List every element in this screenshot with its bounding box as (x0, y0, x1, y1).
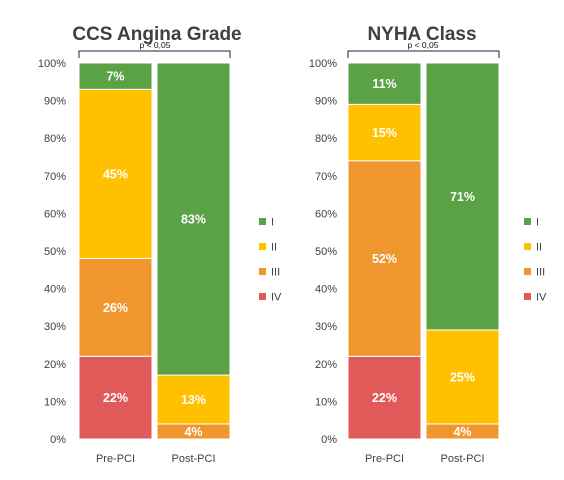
y-tick-label: 10% (315, 396, 337, 408)
bar-segment (156, 374, 231, 425)
y-tick-label: 80% (315, 133, 337, 145)
y-tick-label: 90% (44, 96, 66, 108)
y-tick-label: 40% (315, 284, 337, 296)
legend-entry: II (536, 242, 542, 254)
data-label: 45% (103, 167, 128, 181)
data-label: 13% (181, 393, 206, 407)
y-tick-label: 60% (44, 208, 66, 220)
bar-segment (156, 62, 231, 376)
legend-swatch (259, 268, 266, 275)
legend-entry: I (271, 217, 274, 229)
data-label: 83% (181, 213, 206, 227)
legend-entry: I (536, 217, 539, 229)
legend-swatch (259, 293, 266, 300)
data-label: 22% (372, 391, 397, 405)
legend-entry: IV (536, 292, 547, 304)
x-category-label: Pre-PCI (365, 453, 404, 465)
legend-swatch (524, 268, 531, 275)
y-tick-label: 30% (315, 321, 337, 333)
bar-segment (78, 62, 153, 90)
y-tick-label: 80% (44, 133, 66, 145)
legend-entry: II (271, 242, 277, 254)
legend-swatch (259, 218, 266, 225)
y-tick-label: 100% (38, 58, 66, 70)
data-label: 4% (184, 425, 202, 439)
bar-segment (78, 355, 153, 440)
y-tick-label: 20% (44, 359, 66, 371)
y-tick-label: 0% (50, 434, 66, 446)
data-label: 7% (106, 70, 124, 84)
y-tick-label: 60% (315, 208, 337, 220)
legend-swatch (259, 243, 266, 250)
y-tick-label: 30% (44, 321, 66, 333)
data-label: 11% (372, 77, 396, 91)
x-category-label: Post-PCI (440, 453, 484, 465)
p-value-annotation: p < 0,05 (408, 40, 439, 50)
y-tick-label: 50% (44, 246, 66, 258)
y-tick-label: 0% (321, 434, 337, 446)
y-tick-label: 100% (309, 58, 337, 70)
x-category-label: Pre-PCI (96, 453, 135, 465)
significance-bracket (347, 50, 500, 58)
bar-segment (347, 62, 422, 105)
data-label: 15% (372, 126, 397, 140)
legend-entry: III (536, 267, 545, 279)
bar-segment (425, 329, 500, 425)
bar-segment (425, 62, 500, 331)
data-label: 52% (372, 252, 397, 266)
legend-entry: III (271, 267, 280, 279)
significance-bracket (78, 50, 231, 58)
y-tick-label: 70% (44, 171, 66, 183)
data-label: 26% (103, 301, 128, 315)
legend-swatch (524, 218, 531, 225)
y-tick-label: 10% (44, 396, 66, 408)
bar-segment (347, 160, 422, 357)
bar-segment (78, 88, 153, 260)
data-label: 71% (450, 190, 475, 204)
legend-entry: IV (271, 292, 282, 304)
bar-segment (78, 258, 153, 357)
x-category-label: Post-PCI (171, 453, 215, 465)
data-label: 22% (103, 391, 128, 405)
y-tick-label: 40% (44, 284, 66, 296)
p-value-annotation: p < 0,05 (140, 40, 171, 50)
bar-segment (347, 355, 422, 440)
y-tick-label: 70% (315, 171, 337, 183)
chart-title: NYHA Class (367, 24, 476, 45)
legend-swatch (524, 243, 531, 250)
chart-title: CCS Angina Grade (72, 24, 241, 45)
y-tick-label: 50% (315, 246, 337, 258)
legend-swatch (524, 293, 531, 300)
data-label: 25% (450, 370, 475, 384)
y-tick-label: 90% (315, 96, 337, 108)
y-tick-label: 20% (315, 359, 337, 371)
data-label: 4% (453, 425, 471, 439)
